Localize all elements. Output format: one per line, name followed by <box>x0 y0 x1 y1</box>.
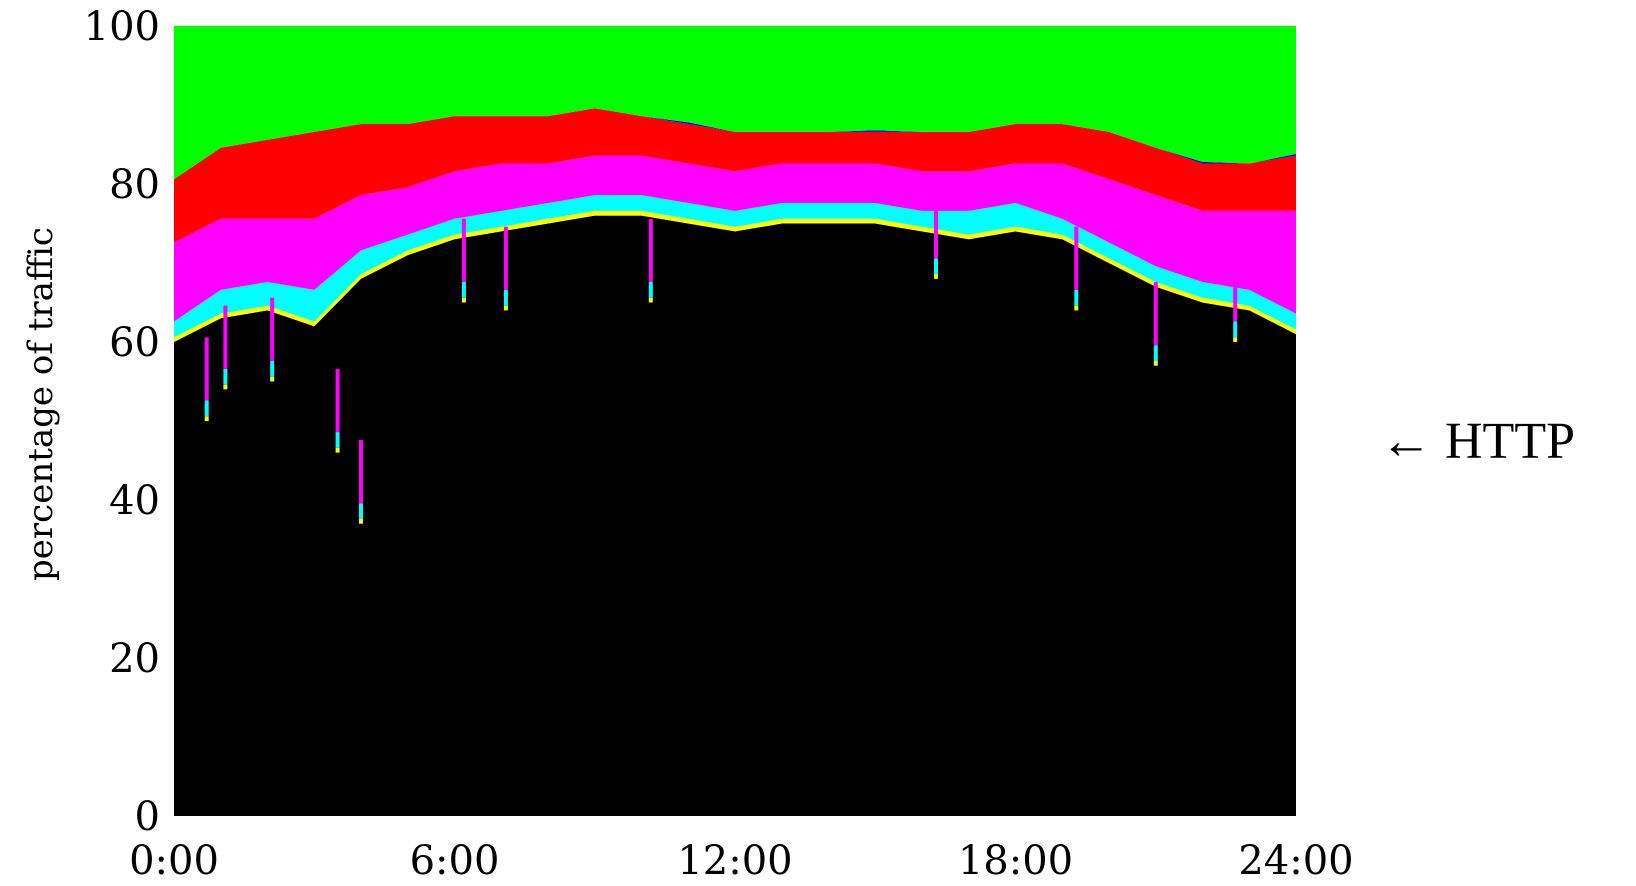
dip-segment <box>934 195 938 259</box>
dip-spike <box>1233 258 1238 342</box>
dip-spike <box>461 218 466 303</box>
dip-spike <box>648 218 653 303</box>
y-tick-label: 80 <box>109 162 160 208</box>
dip-segment <box>934 274 938 279</box>
series-area-remainder <box>174 26 1296 180</box>
y-tick-label: 100 <box>84 4 160 50</box>
dip-segment <box>335 447 340 453</box>
dip-spike <box>335 368 340 453</box>
dip-segment <box>1153 345 1158 361</box>
dip-segment <box>648 218 653 282</box>
x-tick-label: 12:00 <box>677 838 792 884</box>
series-area-cyan-layer <box>174 195 1296 338</box>
dip-segment <box>204 416 209 421</box>
dip-segment <box>503 305 508 311</box>
dip-segment <box>335 368 340 433</box>
dip-spike <box>1074 226 1079 311</box>
dip-segment <box>223 368 228 385</box>
dip-segment <box>1233 258 1238 322</box>
dip-segment <box>204 400 209 417</box>
y-axis-title: percentage of traffic <box>21 227 61 581</box>
dip-segment <box>648 282 653 298</box>
dip-segment <box>648 297 653 303</box>
y-tick-label: 60 <box>109 320 160 366</box>
series-area-http <box>174 215 1296 817</box>
dip-segment <box>223 384 228 390</box>
dip-segment <box>270 376 275 382</box>
dip-segment <box>461 218 466 282</box>
dip-segment <box>270 361 275 377</box>
stacked-series <box>174 26 1296 817</box>
dip-spike <box>223 305 228 390</box>
dip-segment <box>1074 226 1079 290</box>
dip-spike <box>1153 282 1158 366</box>
dip-segment <box>1233 321 1238 338</box>
dip-segment <box>223 305 228 369</box>
dip-segment <box>204 337 209 401</box>
dip-spike <box>204 337 209 421</box>
dip-segment <box>503 226 508 290</box>
dip-spike <box>934 195 938 279</box>
x-tick-label: 18:00 <box>958 838 1073 884</box>
dip-segment <box>934 258 938 275</box>
http-annotation: ← HTTP <box>1380 413 1575 470</box>
dip-segment <box>1233 337 1238 342</box>
dip-spikes <box>204 195 1238 524</box>
y-tick-label: 0 <box>135 794 160 840</box>
y-tick-label: 20 <box>109 636 160 682</box>
series-area-red-layer <box>174 108 1296 243</box>
series-area-magenta-layer <box>174 155 1296 322</box>
dip-segment <box>1074 305 1079 311</box>
y-tick-label: 40 <box>109 478 160 524</box>
dip-segment <box>503 289 508 306</box>
dip-spike <box>270 297 275 382</box>
dip-segment <box>461 297 466 303</box>
dip-segment <box>461 282 466 298</box>
dip-segment <box>359 519 363 524</box>
dip-segment <box>1074 289 1079 306</box>
x-tick-label: 6:00 <box>410 838 500 884</box>
dip-segment <box>270 297 275 361</box>
dip-segment <box>359 440 363 504</box>
x-tick-label: 24:00 <box>1238 838 1353 884</box>
dip-spike <box>503 226 508 311</box>
dip-spike <box>359 440 363 524</box>
x-tick-label: 0:00 <box>129 838 219 884</box>
plot-area <box>174 26 1296 817</box>
dip-segment <box>335 432 340 448</box>
dip-segment <box>1153 282 1158 346</box>
axes: 0 20 40 60 80 100 0:00 6:00 12:00 18:00 24:00 <box>84 4 1354 884</box>
dip-segment <box>1153 361 1158 366</box>
dip-segment <box>359 503 363 519</box>
